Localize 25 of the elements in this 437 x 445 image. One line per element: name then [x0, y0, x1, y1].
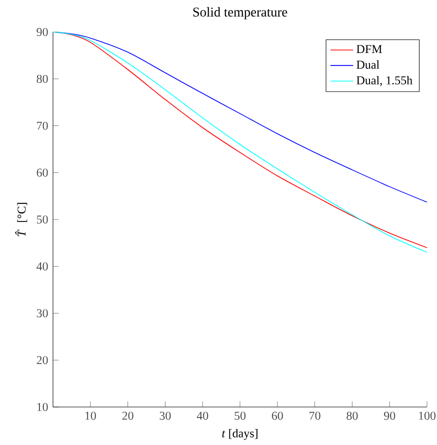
- x-tick-label: 80: [346, 412, 358, 420]
- y-tick-label: 40: [36, 262, 48, 270]
- x-axis-title: t [days]: [222, 428, 258, 440]
- y-tick-label: 50: [36, 215, 48, 224]
- x-tick-label: 60: [272, 412, 283, 420]
- legend-label: Dual, 1.55h: [356, 76, 412, 86]
- legend-label: Dual: [356, 60, 380, 69]
- x-tick-label: 90: [384, 412, 396, 420]
- y-tick-label: 80: [36, 74, 48, 83]
- y-tick-label: 70: [37, 122, 48, 130]
- x-tick-label: 100: [419, 412, 436, 420]
- x-tick-label: 70: [310, 412, 320, 420]
- x-tick-label: 10: [85, 412, 96, 420]
- y-axis-title: T̂ [°C]: [15, 202, 28, 236]
- y-tick-label: 10: [37, 402, 48, 412]
- y-tick-label: 90: [36, 28, 48, 36]
- y-tick-label: 20: [36, 356, 48, 364]
- chart-title: Solid temperature: [193, 7, 288, 20]
- x-tick-label: 20: [122, 412, 134, 420]
- y-tick-label: 30: [36, 309, 48, 318]
- y-tick-label: 60: [36, 168, 48, 177]
- legend-label: DFM: [356, 45, 382, 53]
- x-tick-label: 50: [234, 412, 246, 420]
- x-tick-label: 30: [160, 412, 171, 420]
- x-tick-label: 40: [196, 412, 208, 420]
